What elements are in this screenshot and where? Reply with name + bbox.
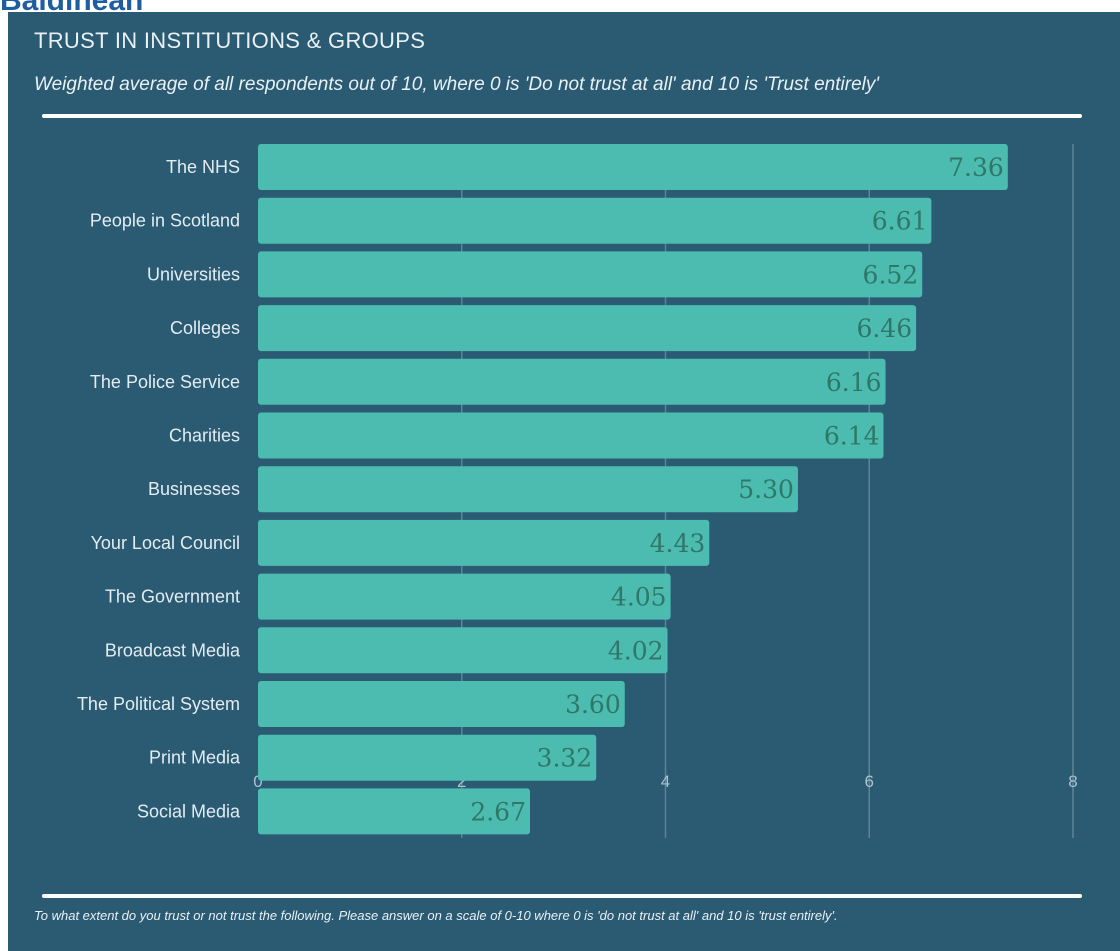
x-tick-label: 8 [1068,772,1077,791]
category-label: The Police Service [90,372,240,392]
bar [258,412,884,459]
data-label: 3.60 [565,690,621,719]
bar [258,144,1008,190]
data-label: 6.46 [856,314,912,343]
category-label: Print Media [149,748,241,768]
bar [258,197,932,244]
category-label: Broadcast Media [105,640,241,660]
bar [258,305,917,352]
chart-subtitle: Weighted average of all respondents out … [34,74,879,95]
category-label: The NHS [166,157,240,177]
chart-footnote: To what extent do you trust or not trust… [34,908,838,923]
bar [258,681,625,727]
data-label: 6.52 [863,260,919,289]
category-label: Businesses [148,479,240,499]
data-label: 6.14 [824,422,880,451]
top-divider [42,114,1082,118]
category-label: Colleges [170,318,240,338]
x-tick-label: 2 [457,772,466,791]
data-label: 4.05 [611,583,667,612]
bottom-divider [42,894,1082,898]
bar [258,573,671,620]
data-label: 7.36 [948,153,1004,182]
bar [258,358,886,405]
x-tick-label: 0 [253,772,262,791]
data-label: 2.67 [470,797,526,826]
data-label: 6.61 [872,207,928,236]
category-label: The Political System [77,694,240,714]
bar [258,627,668,674]
category-label: Charities [169,426,240,446]
category-label: The Government [105,587,240,607]
bar [258,251,923,298]
data-label: 5.30 [738,475,794,504]
top-heading: Baldihean [0,0,144,17]
bar [258,519,710,566]
bar [258,734,597,781]
category-label: Universities [147,264,240,284]
data-label: 6.16 [826,368,882,397]
data-label: 3.32 [537,744,593,773]
bar [258,788,531,835]
category-label: People in Scotland [90,211,240,231]
data-label: 4.43 [650,529,706,558]
x-tick-label: 4 [661,772,670,791]
category-label: Your Local Council [91,533,240,553]
bar [258,466,798,513]
category-label: Social Media [137,801,241,821]
data-label: 4.02 [608,636,664,665]
chart-title: TRUST IN INSTITUTIONS & GROUPS [34,28,426,53]
x-tick-label: 6 [865,772,874,791]
